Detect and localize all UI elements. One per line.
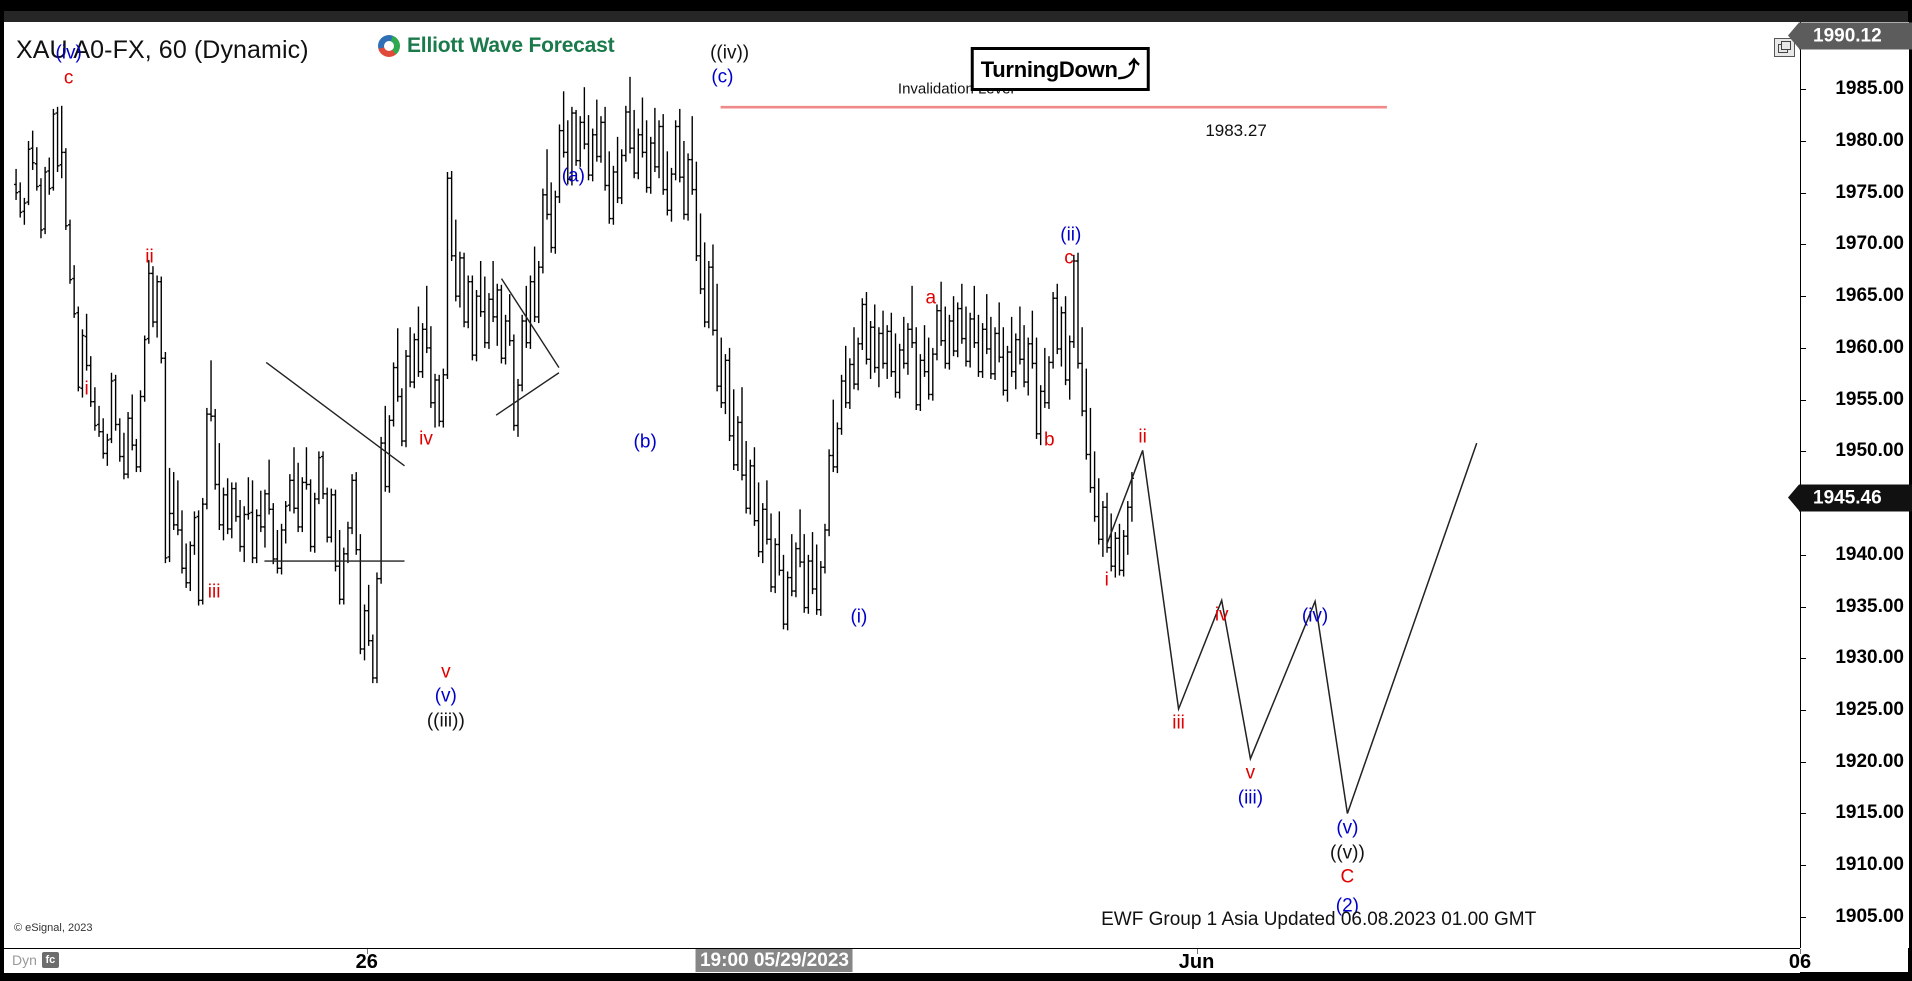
wave-label[interactable]: (i) [850,606,868,628]
price-tick-mark [1801,916,1806,918]
price-tick-mark [1801,606,1806,608]
turning-down-badge[interactable]: TurningDown⤴ [970,46,1150,91]
price-tick-label: 1905.00 [1835,905,1904,927]
wave-label[interactable]: ((v)) [1330,842,1365,864]
price-tick-mark [1801,244,1806,246]
wave-label[interactable]: (iv) [55,42,82,64]
price-plot-area[interactable]: (iv) c i ii iii iv v (v) ((iii)) (a) (b) ((iv)) (c)(… [4,22,1800,948]
price-tick-label: 1955.00 [1835,388,1904,410]
wave-label[interactable]: a [925,287,937,309]
wave-label[interactable]: (v) [434,685,457,707]
invalidation-price-label: 1983.27 [1205,120,1267,140]
price-tick-mark [1801,347,1806,349]
wave-label[interactable]: c [1064,247,1074,269]
wave-label[interactable]: iv [1214,604,1229,626]
fc-badge-icon: fc [41,952,59,968]
wave-label[interactable]: (iii) [1237,787,1264,809]
price-tick-label: 1950.00 [1835,440,1904,462]
wave-label[interactable]: b [1043,429,1055,451]
price-tick-mark [1801,296,1806,298]
wave-label[interactable]: iii [207,581,221,603]
price-tick-mark [1801,658,1806,660]
time-cursor-label[interactable]: 19:00 05/29/2023 [695,949,853,972]
price-tick-mark [1801,761,1806,763]
wave-label[interactable]: i [1104,569,1109,591]
copyright-notice: © eSignal, 2023 [14,922,93,934]
wave-label[interactable]: (iv) [1301,605,1329,627]
window-left-border [0,11,4,972]
wave-label[interactable]: ((iv)) [710,42,750,64]
time-axis[interactable]: Dyn fc 26 Jun 06 19:00 05/29/2023 [4,948,1811,973]
wave-label[interactable]: (c) [711,66,734,88]
price-axis[interactable]: 1985.00 1980.00 1975.00 1970.00 1965.00 1960.… [1788,22,1912,948]
price-tick-mark [1801,451,1806,453]
wave-label[interactable]: (b) [633,431,657,453]
price-tick-label: 1960.00 [1835,336,1904,358]
price-tick-label: 1935.00 [1835,595,1904,617]
wave-label[interactable]: v [1245,762,1256,784]
wave-label[interactable]: ii [1138,426,1147,448]
window-top-border [0,0,1912,11]
brand-label: Elliott Wave Forecast [407,34,615,57]
price-tick-label: 1915.00 [1835,802,1904,824]
time-tick-mark [1196,949,1198,954]
wave-label[interactable]: i [84,378,89,400]
price-tick-label: 1985.00 [1835,78,1904,100]
window-title-strip [4,11,1908,22]
wave-label[interactable]: (v) [1336,817,1359,839]
time-tick-label: 26 [355,951,378,973]
symbol-title: XAU A0-FX, 60 (Dynamic) [16,36,309,64]
price-tick-mark [1801,710,1806,712]
wave-label[interactable]: c [63,67,74,89]
price-tick-label: 1930.00 [1835,647,1904,669]
projection-path[interactable] [1106,442,1478,814]
price-tick-label: 1940.00 [1835,543,1904,565]
trendline-channel-lower[interactable] [495,372,560,416]
price-tick-label: 1970.00 [1835,233,1904,255]
price-tick-mark [1801,865,1806,867]
window-bottom-border [0,972,1912,981]
price-tick-mark [1801,399,1806,401]
price-tick-label: 1910.00 [1835,854,1904,876]
price-tick-mark [1801,140,1806,142]
time-tick-label: 06 [1788,951,1812,973]
price-tick-label: 1925.00 [1835,699,1904,721]
trendline-descending-triangle-upper[interactable] [265,361,405,467]
wave-label[interactable]: iv [419,428,433,450]
dynamic-indicator: Dyn fc [12,952,59,968]
price-tick-label: 1975.00 [1835,181,1904,203]
brand-logo: Elliott Wave Forecast [378,34,615,58]
wave-label[interactable]: C [1340,866,1355,888]
trendline-channel-upper[interactable] [500,278,560,368]
price-high-marker[interactable]: 1990.12 [1788,22,1912,50]
elliott-wave-swirl-icon [378,35,400,57]
price-tick-mark [1801,813,1806,815]
last-price-marker[interactable]: 1945.46 [1788,484,1912,512]
ewf-watermark: EWF Group 1 Asia Updated 06.08.2023 01.0… [1101,909,1537,931]
wave-label[interactable]: ((iii)) [426,710,465,732]
wave-label[interactable]: (2) [1335,895,1360,917]
ohlc-bars-layer [14,76,1478,814]
price-tick-label: 1965.00 [1835,285,1904,307]
chart-canvas: XAU A0-FX, 60 (Dynamic) Elliott Wave For… [4,22,1912,973]
wave-label[interactable]: (a) [561,165,585,187]
wave-label[interactable]: (ii) [1060,224,1082,246]
restore-window-icon[interactable] [1774,38,1795,57]
dyn-label: Dyn [12,952,37,968]
wave-label[interactable]: ii [145,246,154,268]
price-tick-label: 1980.00 [1835,129,1904,151]
price-tick-label: 1920.00 [1835,750,1904,772]
time-tick-mark [366,949,368,954]
price-tick-mark [1801,554,1806,556]
price-tick-mark [1801,89,1806,91]
price-tick-mark [1801,192,1806,194]
wave-label[interactable]: iii [1172,712,1185,734]
time-tick-label: Jun [1178,951,1215,973]
time-tick-mark [1800,949,1801,954]
wave-label[interactable]: v [441,661,451,683]
